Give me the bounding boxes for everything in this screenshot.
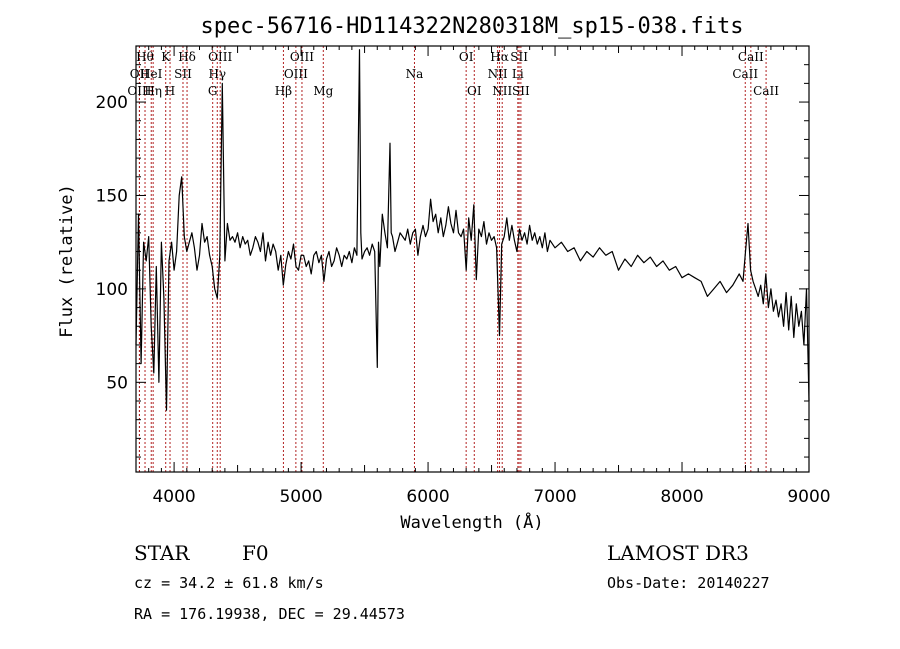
- line-label-15: Mg: [313, 84, 333, 98]
- y-tick-label-0: 50: [106, 373, 128, 393]
- y-tick-label-3: 200: [96, 93, 128, 113]
- line-label-2: OIII: [127, 84, 151, 98]
- line-label-4: Hη: [144, 84, 162, 98]
- line-label-5: K: [161, 50, 171, 64]
- y-tick-label-1: 100: [96, 280, 128, 300]
- x-tick-label-1: 5000: [279, 487, 322, 507]
- x-tick-label-5: 9000: [787, 487, 830, 507]
- object-subclass: F0: [242, 541, 269, 565]
- x-tick-label-4: 8000: [660, 487, 703, 507]
- line-label-24: SII: [512, 84, 530, 98]
- x-tick-label-2: 6000: [406, 487, 449, 507]
- line-label-13: OIII: [284, 67, 308, 81]
- line-label-1: OII: [130, 67, 150, 81]
- spectrum-line: [135, 49, 810, 411]
- line-label-16: Na: [406, 67, 424, 81]
- line-label-19: NII: [488, 67, 508, 81]
- line-label-21: NII: [492, 84, 512, 98]
- line-label-20: Hα: [490, 50, 509, 64]
- line-label-7: SII: [174, 67, 192, 81]
- y-axis-label: Flux (relative): [57, 184, 77, 338]
- line-label-6: H: [165, 84, 175, 98]
- plot-frame: [135, 45, 810, 473]
- line-label-26: CaII: [738, 50, 764, 64]
- line-label-22: Li: [512, 67, 524, 81]
- survey-name: LAMOST DR3: [607, 541, 749, 565]
- line-label-9: G: [208, 84, 218, 98]
- y-axis-ticks: 50 100 150 200: [96, 45, 809, 458]
- line-label-11: OIII: [208, 50, 232, 64]
- line-label-0: Hθ: [136, 50, 154, 64]
- x-axis-ticks: 4000 5000 6000 7000 8000 9000: [135, 46, 831, 507]
- y-tick-label-2: 150: [96, 186, 128, 206]
- line-label-3: HeI: [140, 67, 163, 81]
- line-label-18: OI: [467, 84, 482, 98]
- line-label-27: CaII: [753, 84, 779, 98]
- object-class: STAR: [134, 541, 190, 565]
- line-label-10: Hγ: [208, 67, 226, 81]
- line-label-23: SII: [510, 50, 528, 64]
- line-label-25: CaII: [732, 67, 758, 81]
- redshift-cz: cz = 34.2 ± 61.8 km/s: [134, 574, 324, 592]
- line-label-14: OIII: [290, 50, 314, 64]
- obs-date: Obs-Date: 20140227: [607, 574, 770, 592]
- chart-title: spec-56716-HD114322N280318M_sp15-038.fit…: [200, 14, 743, 39]
- ra-dec: RA = 176.19938, DEC = 29.44573: [134, 605, 405, 623]
- x-tick-label-0: 4000: [152, 487, 195, 507]
- spectral-line-markers: [138, 46, 767, 472]
- x-axis-label: Wavelength (Å): [400, 511, 543, 533]
- x-tick-label-3: 7000: [533, 487, 576, 507]
- line-label-17: OI: [459, 50, 474, 64]
- line-label-8: Hδ: [178, 50, 196, 64]
- spectral-line-labels: Hθ OII OIII HeI Hη K H SII Hδ G Hγ OIII Hβ OIII OIII Mg…: [127, 50, 779, 98]
- line-label-12: Hβ: [275, 84, 292, 98]
